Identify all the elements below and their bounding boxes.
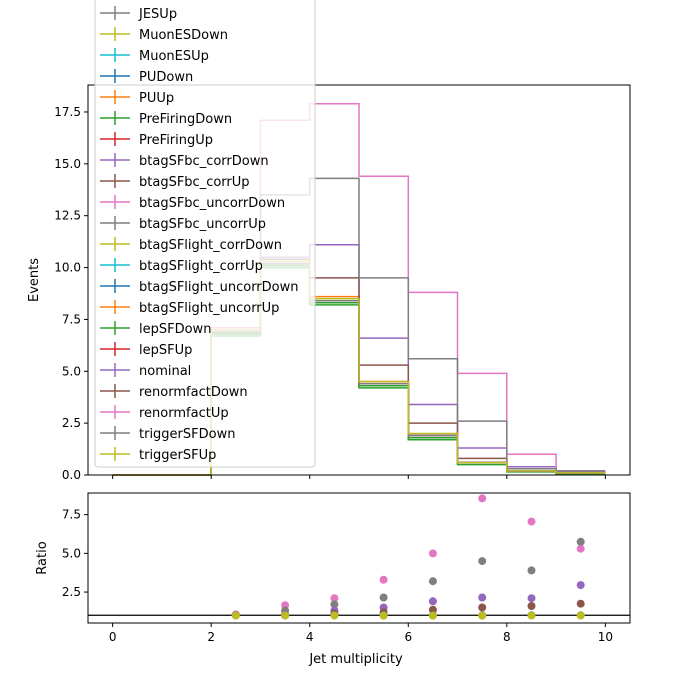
main-y-ticks: 0.0 2.5 5.0 7.5 10.0 12.5 15.0 17.5 bbox=[54, 105, 88, 482]
legend-label-renormfactUp: renormfactUp bbox=[139, 406, 229, 421]
legend-label-lepSFUp: lepSFUp bbox=[139, 343, 192, 358]
legend-label-btagSFlight_corrUp: btagSFlight_corrUp bbox=[139, 259, 263, 274]
main-y-tick-label: 17.5 bbox=[54, 105, 81, 119]
main-y-tick-label: 10.0 bbox=[54, 261, 81, 275]
ratio-plot-frame bbox=[87, 492, 631, 624]
main-y-tick-label: 15.0 bbox=[54, 157, 81, 171]
ratio-plot: 2.5 5.0 7.5 0 2 4 6 8 10 Ratio Jet multiplicity bbox=[35, 492, 631, 667]
ratio-point bbox=[576, 537, 585, 546]
ratio-x-ticks: 0 2 4 6 8 10 bbox=[109, 623, 613, 644]
ratio-point bbox=[576, 544, 585, 553]
ratio-point bbox=[478, 557, 487, 566]
ratio-point bbox=[428, 611, 437, 620]
ratio-point bbox=[576, 611, 585, 620]
ratio-point bbox=[428, 597, 437, 606]
ratio-points-group bbox=[231, 494, 585, 620]
legend-label-MuonESUp: MuonESUp bbox=[139, 49, 209, 64]
main-y-tick-label: 12.5 bbox=[54, 209, 81, 223]
ratio-point bbox=[330, 611, 339, 620]
main-x-ticks bbox=[112, 475, 606, 479]
main-plot-frame bbox=[87, 84, 631, 476]
ratio-point bbox=[379, 575, 388, 584]
ratio-point bbox=[428, 549, 437, 558]
legend-label-triggerSFUp: triggerSFUp bbox=[139, 448, 216, 463]
ratio-point bbox=[478, 611, 487, 620]
ratio-x-tick-label: 8 bbox=[503, 630, 511, 644]
legend-label-btagSFlight_corrDown: btagSFlight_corrDown bbox=[139, 238, 282, 253]
ratio-point bbox=[576, 581, 585, 590]
ratio-point bbox=[576, 599, 585, 608]
ratio-y-tick-label: 5.0 bbox=[62, 546, 81, 560]
ratio-point bbox=[379, 611, 388, 620]
ratio-x-tick-label: 6 bbox=[404, 630, 412, 644]
main-y-tick-label: 0.0 bbox=[62, 468, 81, 482]
legend-items: JESUp MuonESDown MuonESUp PUDown PUUp PreFiri… bbox=[100, 6, 299, 463]
ratio-y-tick-label: 2.5 bbox=[62, 585, 81, 599]
ratio-point bbox=[330, 594, 339, 603]
legend-label-btagSFlight_uncorrUp: btagSFlight_uncorrUp bbox=[139, 301, 279, 316]
ratio-point bbox=[281, 611, 290, 620]
ratio-point bbox=[527, 594, 536, 603]
main-y-tick-label: 5.0 bbox=[62, 364, 81, 378]
ratio-point bbox=[527, 611, 536, 620]
main-y-tick-label: 2.5 bbox=[62, 416, 81, 430]
ratio-point bbox=[428, 605, 437, 614]
legend-label-nominal: nominal bbox=[139, 364, 191, 379]
legend-label-btagSFbc_corrDown: btagSFbc_corrDown bbox=[139, 154, 269, 169]
ratio-point bbox=[527, 517, 536, 526]
ratio-plot-area bbox=[88, 493, 630, 623]
ratio-y-tick-label: 7.5 bbox=[62, 508, 81, 522]
ratio-point bbox=[231, 611, 240, 620]
ratio-point bbox=[527, 566, 536, 575]
ratio-point bbox=[428, 577, 437, 586]
legend-label-btagSFlight_uncorrDown: btagSFlight_uncorrDown bbox=[139, 280, 299, 295]
legend-label-btagSFbc_uncorrUp: btagSFbc_uncorrUp bbox=[139, 217, 266, 232]
x-axis-label: Jet multiplicity bbox=[308, 652, 403, 667]
legend-label-btagSFbc_corrUp: btagSFbc_corrUp bbox=[139, 175, 250, 190]
ratio-y-axis-label: Ratio bbox=[35, 541, 50, 574]
ratio-y-ticks: 2.5 5.0 7.5 bbox=[62, 508, 88, 599]
ratio-x-tick-label: 0 bbox=[109, 630, 117, 644]
legend-box bbox=[94, 0, 316, 468]
main-y-axis-label: Events bbox=[27, 258, 42, 302]
ratio-point bbox=[330, 600, 339, 609]
legend-label-triggerSFDown: triggerSFDown bbox=[139, 427, 235, 442]
legend-label-PreFiringDown: PreFiringDown bbox=[139, 112, 232, 127]
legend-label-MuonESDown: MuonESDown bbox=[139, 28, 228, 43]
ratio-x-tick-label: 10 bbox=[598, 630, 613, 644]
legend: JESUp MuonESDown MuonESUp PUDown PUUp PreFiri… bbox=[94, 0, 316, 468]
legend-label-btagSFbc_uncorrDown: btagSFbc_uncorrDown bbox=[139, 196, 285, 211]
ratio-x-tick-label: 2 bbox=[207, 630, 215, 644]
legend-label-lepSFDown: lepSFDown bbox=[139, 322, 211, 337]
legend-label-PreFiringUp: PreFiringUp bbox=[139, 133, 213, 148]
ratio-point bbox=[478, 494, 487, 503]
ratio-point bbox=[478, 603, 487, 612]
legend-label-JESUp: JESUp bbox=[138, 7, 177, 22]
ratio-point bbox=[379, 593, 388, 602]
main-y-tick-label: 7.5 bbox=[62, 312, 81, 326]
legend-label-PUUp: PUUp bbox=[139, 91, 174, 106]
ratio-point bbox=[478, 593, 487, 602]
ratio-point bbox=[527, 602, 536, 610]
legend-label-renormfactDown: renormfactDown bbox=[139, 385, 248, 400]
ratio-x-tick-label: 4 bbox=[306, 630, 314, 644]
legend-label-PUDown: PUDown bbox=[139, 70, 193, 85]
